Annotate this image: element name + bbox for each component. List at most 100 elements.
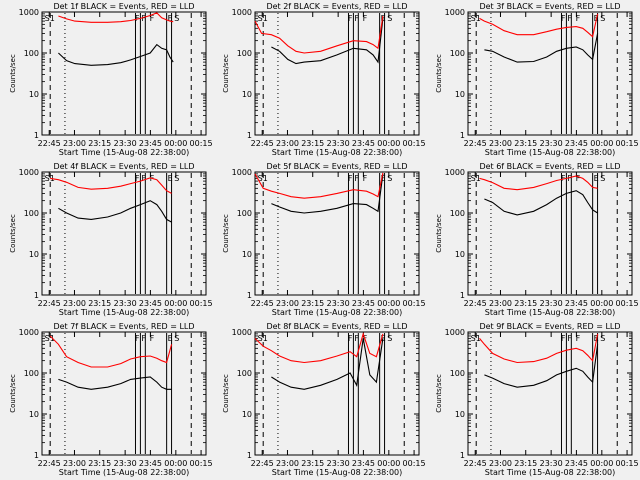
plot-frame — [467, 331, 633, 456]
x-tick-label: 23:15 — [301, 139, 324, 148]
x-tick-label: 23:45 — [139, 459, 162, 468]
x-tick-label: 23:00 — [276, 139, 299, 148]
x-axis-label: Start Time (15-Aug-08 22:38:00) — [485, 468, 616, 477]
y-tick-label: 1000 — [19, 8, 39, 17]
event-marker-label: F — [141, 174, 146, 183]
event-marker-label: F — [567, 334, 572, 343]
x-tick-label: 00:15 — [616, 299, 639, 308]
events-series-line — [58, 43, 174, 66]
y-tick-label: 100 — [450, 369, 465, 378]
x-axis-label: Start Time (15-Aug-08 22:38:00) — [485, 148, 616, 157]
panel-grid: Det 1f BLACK = Events, RED = LLD11010010… — [9, 2, 639, 477]
panel-title: Det 2f BLACK = Events, RED = LLD — [266, 2, 407, 11]
event-marker-label: F — [576, 334, 581, 343]
x-tick-label: 23:15 — [88, 459, 111, 468]
y-tick-label: 1 — [460, 131, 465, 140]
y-tick-label: 10 — [29, 410, 39, 419]
event-marker-label: S — [600, 14, 605, 23]
plot-frame — [41, 171, 207, 296]
event-marker-label: S1 — [45, 14, 55, 23]
events-series-line — [484, 33, 599, 63]
x-tick-label: 23:00 — [489, 139, 512, 148]
x-tick-label: 23:30 — [327, 139, 350, 148]
event-marker-label: E — [594, 334, 599, 343]
y-axis-label: Counts/sec — [9, 374, 17, 413]
event-marker-label: S — [600, 174, 605, 183]
y-axis-label: Counts/sec — [222, 214, 230, 253]
detector-panel: Det 8f BLACK = Events, RED = LLD 1 10 100 10… — [222, 322, 426, 477]
event-marker-label: S1 — [45, 334, 55, 343]
panel-title: Det 1f BLACK = Events, RED = LLD — [53, 2, 194, 11]
y-tick-label: 100 — [237, 49, 252, 58]
x-tick-label: 23:00 — [489, 299, 512, 308]
events-series-line — [484, 190, 598, 216]
event-marker-label: S1 — [471, 174, 481, 183]
x-tick-label: 00:15 — [616, 139, 639, 148]
x-axis-label: Start Time (15-Aug-08 22:38:00) — [59, 308, 190, 317]
x-tick-label: 23:45 — [352, 459, 375, 468]
y-tick-label: 1000 — [19, 328, 39, 337]
x-axis-label: Start Time (15-Aug-08 22:38:00) — [485, 308, 616, 317]
y-axis-label: Counts/sec — [9, 214, 17, 253]
x-tick-label: 22:45 — [38, 299, 61, 308]
x-tick-label: 00:15 — [403, 459, 426, 468]
x-tick-label: 00:15 — [403, 299, 426, 308]
event-marker-label: F — [135, 174, 140, 183]
event-marker-label: F — [141, 14, 146, 23]
x-tick-label: 23:00 — [276, 299, 299, 308]
event-marker-label: S1 — [258, 334, 268, 343]
x-tick-label: 23:00 — [63, 299, 86, 308]
x-tick-label: 23:45 — [565, 299, 588, 308]
x-tick-label: 23:00 — [276, 459, 299, 468]
plot-frame — [41, 331, 207, 456]
y-tick-label: 1000 — [445, 168, 465, 177]
x-tick-label: 22:45 — [464, 139, 487, 148]
event-marker-label: F — [576, 174, 581, 183]
event-marker-label: E — [381, 174, 386, 183]
y-axis-label: Counts/sec — [222, 54, 230, 93]
y-tick-label: 1 — [460, 291, 465, 300]
y-tick-label: 10 — [455, 250, 465, 259]
panel-title: Det 5f BLACK = Events, RED = LLD — [266, 162, 407, 171]
y-tick-label: 100 — [450, 209, 465, 218]
y-tick-label: 1000 — [19, 168, 39, 177]
x-tick-label: 23:45 — [352, 139, 375, 148]
y-axis-label: Counts/sec — [435, 214, 443, 253]
x-tick-label: 23:30 — [540, 139, 563, 148]
event-marker-label: S — [174, 14, 179, 23]
event-marker-label: E — [168, 334, 173, 343]
event-marker-label: F — [141, 334, 146, 343]
x-tick-label: 22:45 — [464, 459, 487, 468]
event-marker-label: F — [135, 334, 140, 343]
lld-series-line — [254, 15, 384, 54]
panel-title: Det 3f BLACK = Events, RED = LLD — [479, 2, 620, 11]
x-tick-label: 22:45 — [251, 299, 274, 308]
events-series-line — [58, 376, 172, 390]
y-tick-label: 1 — [247, 291, 252, 300]
events-series-line — [58, 200, 172, 223]
detector-panel: Det 9f BLACK = Events, RED = LLD 1 10 100 10… — [435, 322, 639, 477]
detector-panel: Det 2f BLACK = Events, RED = LLD 1 10 100 10… — [222, 2, 426, 157]
x-tick-label: 00:00 — [590, 139, 613, 148]
event-marker-label: S1 — [471, 14, 481, 23]
event-marker-label: F — [561, 334, 566, 343]
event-marker-label: F — [354, 334, 359, 343]
x-tick-label: 00:00 — [164, 299, 187, 308]
event-marker-label: F — [363, 174, 368, 183]
event-marker-label: F — [150, 14, 155, 23]
events-series-line — [484, 344, 599, 388]
x-axis-label: Start Time (15-Aug-08 22:38:00) — [272, 308, 403, 317]
plot-frame — [254, 11, 420, 136]
y-tick-label: 1000 — [445, 8, 465, 17]
y-tick-label: 1 — [34, 451, 39, 460]
detector-panel: Det 6f BLACK = Events, RED = LLD 1 10 100 10… — [435, 162, 639, 317]
y-tick-label: 10 — [242, 250, 252, 259]
x-tick-label: 23:30 — [540, 299, 563, 308]
lld-series-line — [479, 13, 599, 38]
events-series-line — [271, 18, 384, 65]
x-tick-label: 23:30 — [327, 299, 350, 308]
detector-panel: Det 4f BLACK = Events, RED = LLD 1 10 100 10… — [9, 162, 213, 317]
x-tick-label: 00:15 — [190, 139, 213, 148]
y-tick-label: 1000 — [232, 8, 252, 17]
